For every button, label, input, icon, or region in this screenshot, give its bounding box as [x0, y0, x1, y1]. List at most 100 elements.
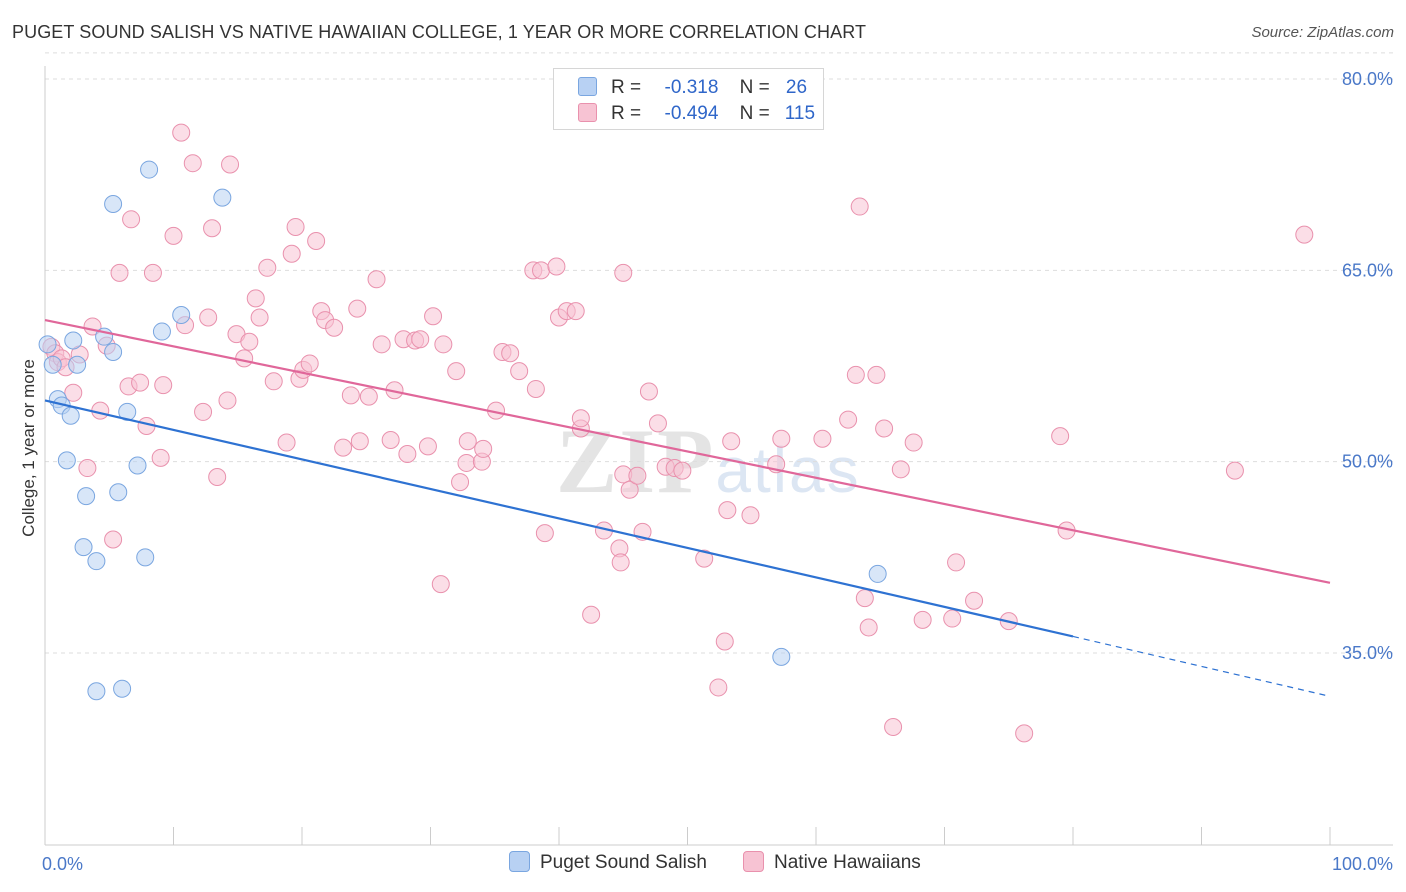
data-point	[501, 344, 520, 363]
series-legend-puget-sound-salish: Puget Sound Salish	[509, 851, 707, 877]
data-point	[424, 307, 443, 326]
data-point	[859, 618, 878, 637]
data-point	[741, 506, 760, 525]
data-point	[639, 382, 658, 401]
data-point	[772, 429, 791, 448]
data-point	[418, 437, 437, 456]
data-point	[221, 155, 240, 174]
data-point	[850, 197, 869, 216]
data-point	[431, 575, 450, 594]
data-point	[458, 432, 477, 451]
data-point	[87, 682, 106, 701]
data-point	[372, 335, 391, 354]
data-point	[839, 410, 858, 429]
data-point	[348, 299, 367, 318]
data-point	[648, 414, 667, 433]
tick-labels: 35.0% 50.0% 65.0% 80.0% 0.0% 100.0% College, 1…	[19, 69, 1393, 874]
series-legend-label: Native Hawaiians	[774, 852, 921, 873]
legend-swatch-pink	[743, 851, 764, 872]
legend-swatch-pink	[578, 103, 597, 122]
legend-n-value: 115	[784, 103, 816, 124]
y-tick-label: 65.0%	[1342, 260, 1393, 280]
data-point	[381, 430, 400, 449]
data-point	[884, 717, 903, 736]
data-point	[547, 257, 566, 276]
data-point	[904, 433, 923, 452]
legend-swatch-blue	[578, 77, 597, 96]
source-note: Source: ZipAtlas.com	[1251, 24, 1394, 41]
data-point	[695, 549, 714, 568]
data-point	[1225, 461, 1244, 480]
y-tick-label: 35.0%	[1342, 643, 1393, 663]
data-point	[398, 445, 417, 464]
data-point	[164, 226, 183, 245]
data-point	[104, 195, 123, 214]
data-point	[868, 564, 887, 583]
correlation-legend: R = -0.318 N = 26 R = -0.494 N = 115	[553, 68, 824, 130]
data-point	[277, 433, 296, 452]
data-point	[258, 258, 277, 277]
data-point	[965, 591, 984, 610]
y-axis-label: College, 1 year or more	[19, 359, 38, 537]
data-point	[131, 373, 150, 392]
data-point	[855, 589, 874, 608]
data-point	[846, 365, 865, 384]
data-point	[213, 188, 232, 207]
data-point	[367, 270, 386, 289]
data-point	[78, 459, 97, 478]
series-legend-native-hawaiians: Native Hawaiians	[743, 851, 921, 877]
data-point	[718, 501, 737, 520]
legend-r-label: R =	[611, 103, 642, 124]
watermark: ZIPatlas	[556, 410, 861, 512]
trend-lines	[44, 319, 1331, 697]
data-point	[350, 432, 369, 451]
data-point	[447, 362, 466, 381]
data-point	[264, 372, 283, 391]
data-point	[457, 453, 476, 472]
data-point	[891, 460, 910, 479]
data-point	[140, 160, 159, 179]
data-point	[128, 456, 147, 475]
data-point	[68, 355, 87, 374]
puget-sound-salish-trend-extension	[1072, 635, 1331, 697]
data-point	[64, 331, 83, 350]
data-point	[235, 349, 254, 368]
data-point	[77, 487, 96, 506]
data-point	[218, 391, 237, 410]
data-point	[250, 308, 269, 327]
data-point	[194, 402, 213, 421]
data-point	[104, 342, 123, 361]
data-point	[474, 439, 493, 458]
y-tick-label: 80.0%	[1342, 69, 1393, 89]
data-point	[566, 302, 585, 321]
data-point	[341, 386, 360, 405]
legend-r-value: -0.318	[664, 77, 719, 98]
data-point	[246, 289, 265, 308]
data-point	[172, 305, 191, 324]
data-point	[286, 217, 305, 236]
native-hawaiians-trend-line	[44, 319, 1331, 584]
data-point	[122, 210, 141, 229]
data-point	[1295, 225, 1314, 244]
axes	[44, 66, 1393, 846]
data-point	[709, 678, 728, 697]
data-point	[715, 632, 734, 651]
data-point	[571, 409, 590, 428]
native-hawaiians-points	[42, 123, 1314, 743]
data-point	[532, 261, 551, 280]
data-point	[334, 438, 353, 457]
data-point	[614, 263, 633, 282]
puget-sound-salish-points	[38, 160, 887, 701]
data-point	[110, 263, 129, 282]
x-tick-label: 0.0%	[42, 854, 83, 874]
y-tick-label: 50.0%	[1342, 452, 1393, 472]
data-point	[673, 461, 692, 480]
legend-row-puget-sound-salish: R = -0.318 N = 26	[578, 77, 807, 99]
data-point	[434, 335, 453, 354]
data-point	[947, 553, 966, 572]
data-point	[1015, 724, 1034, 743]
data-point	[57, 451, 76, 470]
series-legend-label: Puget Sound Salish	[540, 852, 707, 873]
data-point	[813, 429, 832, 448]
data-point	[611, 553, 630, 572]
